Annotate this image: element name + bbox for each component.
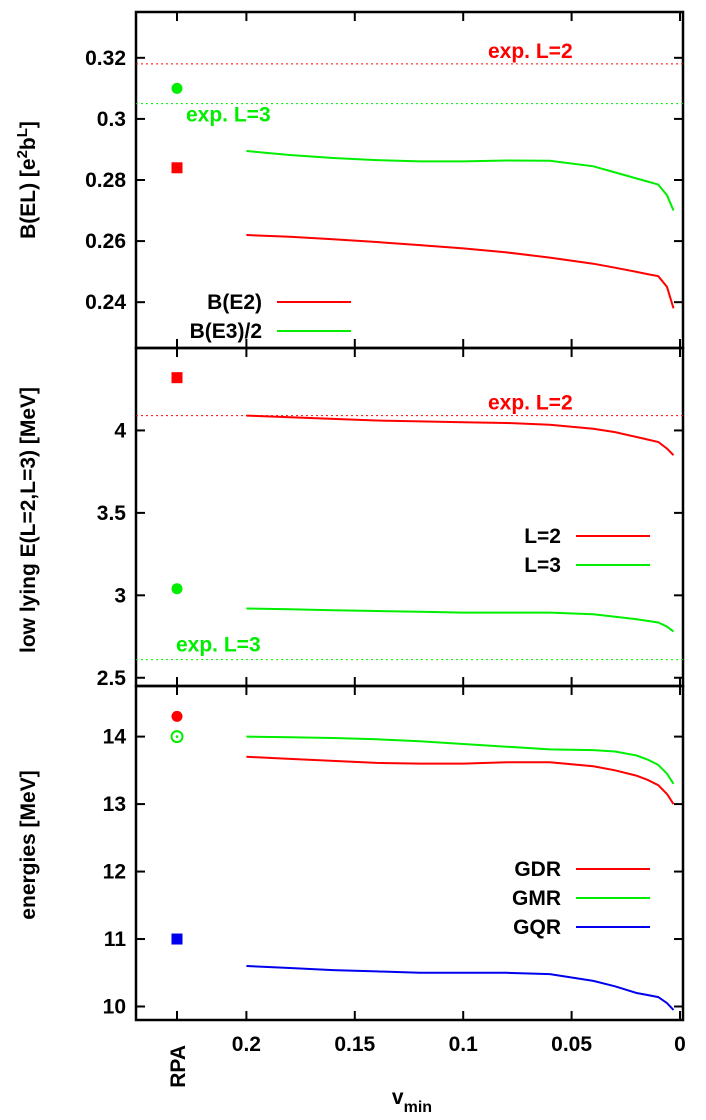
panel-3-ytick-label-4: 14 [103, 726, 127, 749]
panel-1-ytick-label-0: 0.24 [85, 291, 126, 314]
panel-3-rpa-marker-2 [170, 730, 184, 744]
panel-3-series-gmr [246, 735, 675, 785]
x-axis-title-base: v [392, 1086, 404, 1109]
x-tick-label-3: 0.05 [551, 1033, 592, 1056]
y-axis-title-panel2: low lying E(L=2,L=3) [MeV] [17, 387, 40, 653]
panel-2-rpa-marker-1 [171, 372, 183, 384]
panel-3-rpa-marker-1 [171, 710, 183, 722]
panel-3-series-gdr [246, 755, 675, 805]
x-tick-label-4: 0 [674, 1033, 686, 1056]
panel-2-legend-label-1: L=2 [524, 525, 561, 548]
x-tick-label-0: 0.2 [232, 1033, 261, 1056]
panel-1-series-b-e2- [246, 234, 675, 309]
x-tick-label-1: 0.15 [334, 1033, 375, 1056]
panel-3-ytick-label-2: 12 [103, 861, 126, 884]
panel-2-ytick-label-3: 4 [114, 419, 126, 442]
panel-3-frame [134, 684, 685, 1022]
y-axis-title-panel1-mid: b [17, 137, 40, 150]
panel-3-legend-label-2: GMR [512, 887, 561, 910]
y-axis-title-panel3: energies [MeV] [17, 770, 40, 919]
panel-3-legend-label-1: GDR [514, 858, 561, 881]
panel-2-ytick-label-0: 2.5 [97, 667, 127, 690]
panel-1-rpa-marker-1 [171, 162, 183, 174]
y-axis-title-panel1-end: ] [17, 121, 40, 128]
panel-1-legend-label-1: B(E2) [207, 291, 262, 314]
panel-2-series-l-2 [246, 414, 675, 456]
panel-2-ref-label-2: exp. L=3 [176, 634, 261, 657]
panel-1-rpa-marker-2 [171, 82, 183, 94]
panel-1-ytick-label-1: 0.26 [85, 230, 126, 253]
panel-3-rpa-marker-3 [171, 933, 183, 945]
y-axis-title-panel1-sup2: L [14, 128, 31, 137]
panel-3-ytick-label-3: 13 [103, 793, 126, 816]
panel-1-series-b-e3-2 [246, 150, 675, 211]
panel-3-legend-label-3: GQR [513, 916, 561, 939]
rpa-axis-label: RPA [167, 1045, 190, 1088]
panel-3-ytick-label-1: 11 [104, 928, 127, 951]
panel-3-ytick-label-0: 10 [103, 996, 126, 1019]
panel-2-rpa-marker-2 [171, 583, 183, 595]
panel-1-ref-label-1: exp. L=2 [488, 40, 573, 63]
panel-1-ytick-label-3: 0.3 [97, 108, 126, 131]
panel-2-ref-label-1: exp. L=2 [488, 392, 573, 415]
panel-1-ytick-label-4: 0.32 [85, 47, 126, 70]
panel-3-rpa-marker-2-dot [175, 735, 179, 738]
panel-1-ytick-label-2: 0.28 [85, 169, 126, 192]
y-axis-title-panel1-base: B(EL) [e [17, 158, 40, 239]
panel-2-legend-label-2: L=3 [524, 554, 561, 577]
y-axis-title-panel1-sup1: 2 [14, 150, 31, 158]
panel-2-ytick-label-2: 3.5 [97, 502, 127, 525]
panel-1-ref-label-2: exp. L=3 [186, 104, 271, 127]
panel-2-series-l-3 [246, 607, 675, 633]
panel-3-series-gqr [246, 965, 675, 1011]
x-tick-label-2: 0.1 [449, 1033, 479, 1056]
y-axis-title-panel1: B(EL) [e2bL] [14, 121, 40, 239]
panel-1-legend-label-2: B(E3)/2 [190, 320, 262, 343]
x-axis-title: vmin [392, 1086, 432, 1116]
x-axis-title-sub: min [404, 1099, 432, 1116]
panel-2-ytick-label-1: 3 [114, 584, 126, 607]
